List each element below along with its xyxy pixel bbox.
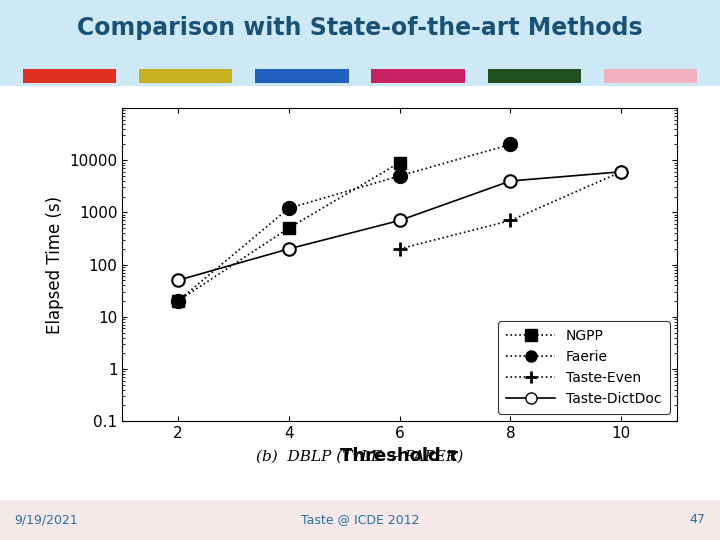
Bar [139, 69, 233, 83]
Faerie [174, 298, 182, 305]
Taste-DictDoc [395, 217, 404, 224]
Taste-Even [617, 168, 626, 175]
Legend: NGPP, Faerie, Taste-Even, Taste-DictDoc: NGPP, Faerie, Taste-Even, Taste-DictDoc [498, 321, 670, 414]
Taste-Even [506, 217, 515, 224]
NGPP [174, 298, 182, 305]
Line: Taste-Even: Taste-Even [392, 165, 629, 256]
Faerie [284, 205, 293, 212]
NGPP [395, 159, 404, 166]
FancyBboxPatch shape [0, 0, 720, 86]
Taste-Even [395, 246, 404, 252]
Bar [604, 69, 698, 83]
NGPP [284, 225, 293, 231]
Line: NGPP: NGPP [171, 157, 406, 307]
Bar [372, 69, 465, 83]
Bar [22, 69, 116, 83]
FancyBboxPatch shape [0, 500, 720, 540]
Text: 9/19/2021: 9/19/2021 [14, 513, 78, 526]
Line: Faerie: Faerie [171, 138, 518, 308]
Taste-DictDoc [284, 246, 293, 252]
Taste-DictDoc [506, 178, 515, 184]
Bar [255, 69, 348, 83]
Text: (b)  DBLP (TᴛLE + PAPER): (b) DBLP (TᴛLE + PAPER) [256, 449, 464, 463]
Text: Comparison with State-of-the-art Methods: Comparison with State-of-the-art Methods [77, 16, 643, 39]
Y-axis label: Elapsed Time (s): Elapsed Time (s) [46, 195, 64, 334]
Taste-DictDoc [617, 168, 626, 175]
Text: Taste @ ICDE 2012: Taste @ ICDE 2012 [301, 513, 419, 526]
Faerie [506, 141, 515, 148]
Taste-DictDoc [174, 277, 182, 284]
Faerie [395, 173, 404, 179]
X-axis label: Threshold τ: Threshold τ [341, 447, 459, 464]
Text: 47: 47 [690, 513, 706, 526]
Bar [487, 69, 581, 83]
Line: Taste-DictDoc: Taste-DictDoc [171, 166, 628, 287]
